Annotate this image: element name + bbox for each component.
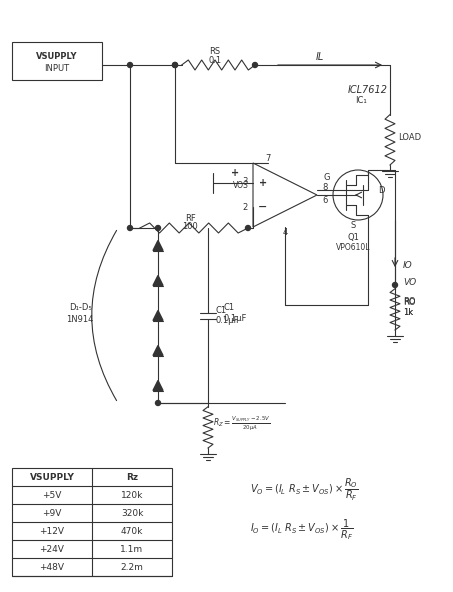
Text: RS: RS [209, 47, 221, 56]
Polygon shape [153, 346, 163, 356]
Polygon shape [153, 310, 163, 320]
Text: $V_O = (I_L\ R_S \pm V_{OS}) \times \dfrac{R_O}{R_F}$: $V_O = (I_L\ R_S \pm V_{OS}) \times \dfr… [250, 477, 358, 503]
FancyBboxPatch shape [12, 42, 102, 80]
Text: $I_O = (I_L\ R_S \pm V_{OS}) \times \dfrac{1}{R_F}$: $I_O = (I_L\ R_S \pm V_{OS}) \times \dfr… [250, 517, 353, 542]
Text: +12V: +12V [39, 526, 64, 536]
Text: 1k: 1k [403, 308, 413, 317]
Circle shape [252, 63, 257, 67]
Text: +: + [231, 168, 239, 178]
Circle shape [155, 226, 160, 230]
Text: 1.1m: 1.1m [120, 545, 144, 554]
Text: RF: RF [185, 214, 195, 223]
Circle shape [246, 226, 251, 230]
Text: IO: IO [403, 260, 413, 269]
Text: 0.1μF: 0.1μF [223, 314, 246, 323]
Text: INPUT: INPUT [44, 63, 70, 72]
Circle shape [392, 282, 397, 288]
Text: +48V: +48V [39, 562, 64, 571]
Text: RO: RO [403, 297, 415, 306]
Circle shape [127, 226, 132, 230]
Text: 7: 7 [265, 153, 271, 162]
Bar [12, 468, 172, 576]
Text: IL: IL [316, 52, 324, 62]
Circle shape [127, 63, 132, 67]
Text: 100: 100 [182, 221, 198, 230]
Text: 320k: 320k [121, 509, 143, 517]
Text: RO
1k: RO 1k [403, 298, 415, 317]
Text: LOAD: LOAD [398, 133, 421, 142]
Text: VPO610L: VPO610L [336, 243, 370, 252]
Text: VSUPPLY: VSUPPLY [29, 472, 74, 481]
Text: C1
0.1μF: C1 0.1μF [216, 306, 239, 325]
Text: 8: 8 [322, 182, 328, 191]
Text: +: + [259, 178, 267, 188]
Text: S: S [350, 220, 356, 230]
Text: 1N914: 1N914 [66, 315, 94, 324]
Text: 120k: 120k [121, 491, 143, 500]
Text: VO: VO [403, 278, 416, 287]
Text: IC₁: IC₁ [355, 95, 367, 105]
Text: VOS: VOS [233, 181, 249, 189]
Polygon shape [153, 381, 163, 391]
Text: G: G [323, 172, 330, 182]
Text: +5V: +5V [42, 491, 62, 500]
Text: 470k: 470k [121, 526, 143, 536]
Text: $R_Z = \frac{V_{SUPPLY}-2.5V}{20\mu A}$: $R_Z = \frac{V_{SUPPLY}-2.5V}{20\mu A}$ [213, 414, 270, 432]
Text: 2.2m: 2.2m [120, 562, 144, 571]
Polygon shape [153, 240, 163, 250]
Text: Q1: Q1 [347, 233, 359, 242]
Text: +9V: +9V [42, 509, 62, 517]
Text: C1: C1 [223, 303, 234, 312]
Text: VSUPPLY: VSUPPLY [36, 52, 78, 60]
Text: D: D [378, 185, 385, 195]
Text: 2: 2 [243, 202, 248, 211]
Text: Rz: Rz [126, 472, 138, 481]
Text: −: − [258, 202, 268, 212]
Text: ICL7612: ICL7612 [348, 85, 388, 95]
Circle shape [173, 63, 178, 67]
Text: +24V: +24V [39, 545, 64, 554]
Text: 3: 3 [243, 176, 248, 185]
Text: D₁-D₅: D₁-D₅ [68, 303, 92, 312]
Circle shape [155, 401, 160, 406]
Text: 4: 4 [282, 227, 288, 236]
Polygon shape [153, 275, 163, 285]
Text: 0.1: 0.1 [208, 56, 222, 65]
Text: 6: 6 [322, 195, 328, 204]
Circle shape [173, 63, 178, 67]
